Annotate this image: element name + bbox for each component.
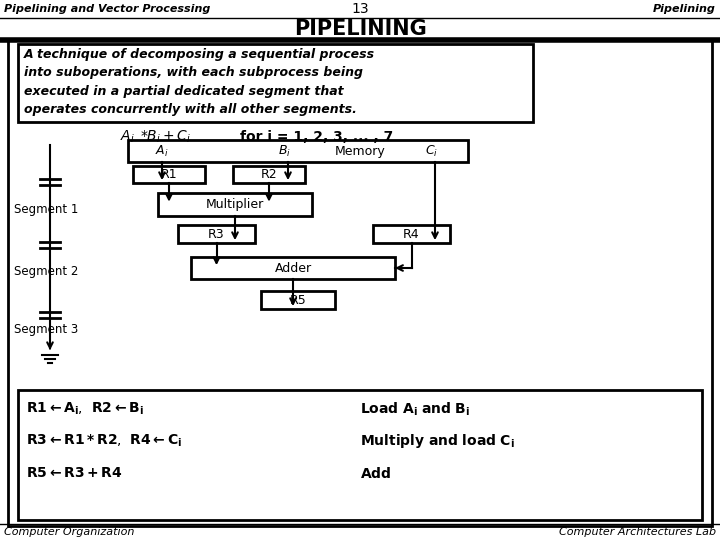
Text: $\mathbf{R3 \leftarrow R1 * R2}$,  $\mathbf{R4 \leftarrow C_i}$: $\mathbf{R3 \leftarrow R1 * R2}$, $\math… xyxy=(26,433,182,449)
Text: $\mathbf{Multiply\ and\ load\ C_i}$: $\mathbf{Multiply\ and\ load\ C_i}$ xyxy=(360,432,515,450)
Bar xyxy=(233,166,305,183)
Text: $C_i$: $C_i$ xyxy=(425,144,438,159)
Bar xyxy=(373,225,450,243)
Text: Pipelining: Pipelining xyxy=(653,4,716,14)
Bar xyxy=(261,291,335,309)
Text: $B_i$: $B_i$ xyxy=(278,144,291,159)
Bar xyxy=(191,257,395,279)
Text: PIPELINING: PIPELINING xyxy=(294,19,426,39)
Text: $\mathbf{Add}$: $\mathbf{Add}$ xyxy=(360,465,392,481)
Text: Segment 2: Segment 2 xyxy=(14,266,78,279)
Bar xyxy=(0,18,720,40)
Text: Segment 3: Segment 3 xyxy=(14,323,78,336)
Text: $A_i$: $A_i$ xyxy=(120,129,135,145)
Text: Computer Organization: Computer Organization xyxy=(4,527,135,537)
Text: R1: R1 xyxy=(161,168,177,181)
Bar xyxy=(18,44,533,122)
Text: $\mathbf{R1 \leftarrow A_i}$,  $\mathbf{R2 \leftarrow B_i}$: $\mathbf{R1 \leftarrow A_i}$, $\mathbf{R… xyxy=(26,401,144,417)
Bar xyxy=(133,166,205,183)
Bar xyxy=(158,193,312,216)
Text: $\mathbf{Load\ }$$\mathbf{A_i}$$\mathbf{\ and\ B_i}$: $\mathbf{Load\ }$$\mathbf{A_i}$$\mathbf{… xyxy=(360,400,470,418)
Text: R2: R2 xyxy=(261,168,277,181)
Text: Multiplier: Multiplier xyxy=(206,198,264,211)
Text: for i = 1, 2, 3, ... , 7: for i = 1, 2, 3, ... , 7 xyxy=(240,130,393,144)
Text: $A_i$: $A_i$ xyxy=(155,144,168,159)
Text: R3: R3 xyxy=(208,227,225,240)
Text: Computer Architectures Lab: Computer Architectures Lab xyxy=(559,527,716,537)
Text: R4: R4 xyxy=(403,227,420,240)
Text: Pipelining and Vector Processing: Pipelining and Vector Processing xyxy=(4,4,210,14)
Bar xyxy=(18,390,702,520)
Text: $* B_i + C_i$: $* B_i + C_i$ xyxy=(140,129,191,145)
Text: A technique of decomposing a sequential process
into suboperations, with each su: A technique of decomposing a sequential … xyxy=(24,48,375,116)
Text: Adder: Adder xyxy=(274,261,312,274)
Bar xyxy=(128,140,468,162)
Bar xyxy=(178,225,255,243)
Text: Segment 1: Segment 1 xyxy=(14,204,78,217)
Text: Memory: Memory xyxy=(335,145,386,158)
Text: $\mathbf{R5 \leftarrow R3 + R4}$: $\mathbf{R5 \leftarrow R3 + R4}$ xyxy=(26,466,122,480)
Text: R5: R5 xyxy=(289,294,307,307)
Text: 13: 13 xyxy=(351,2,369,16)
